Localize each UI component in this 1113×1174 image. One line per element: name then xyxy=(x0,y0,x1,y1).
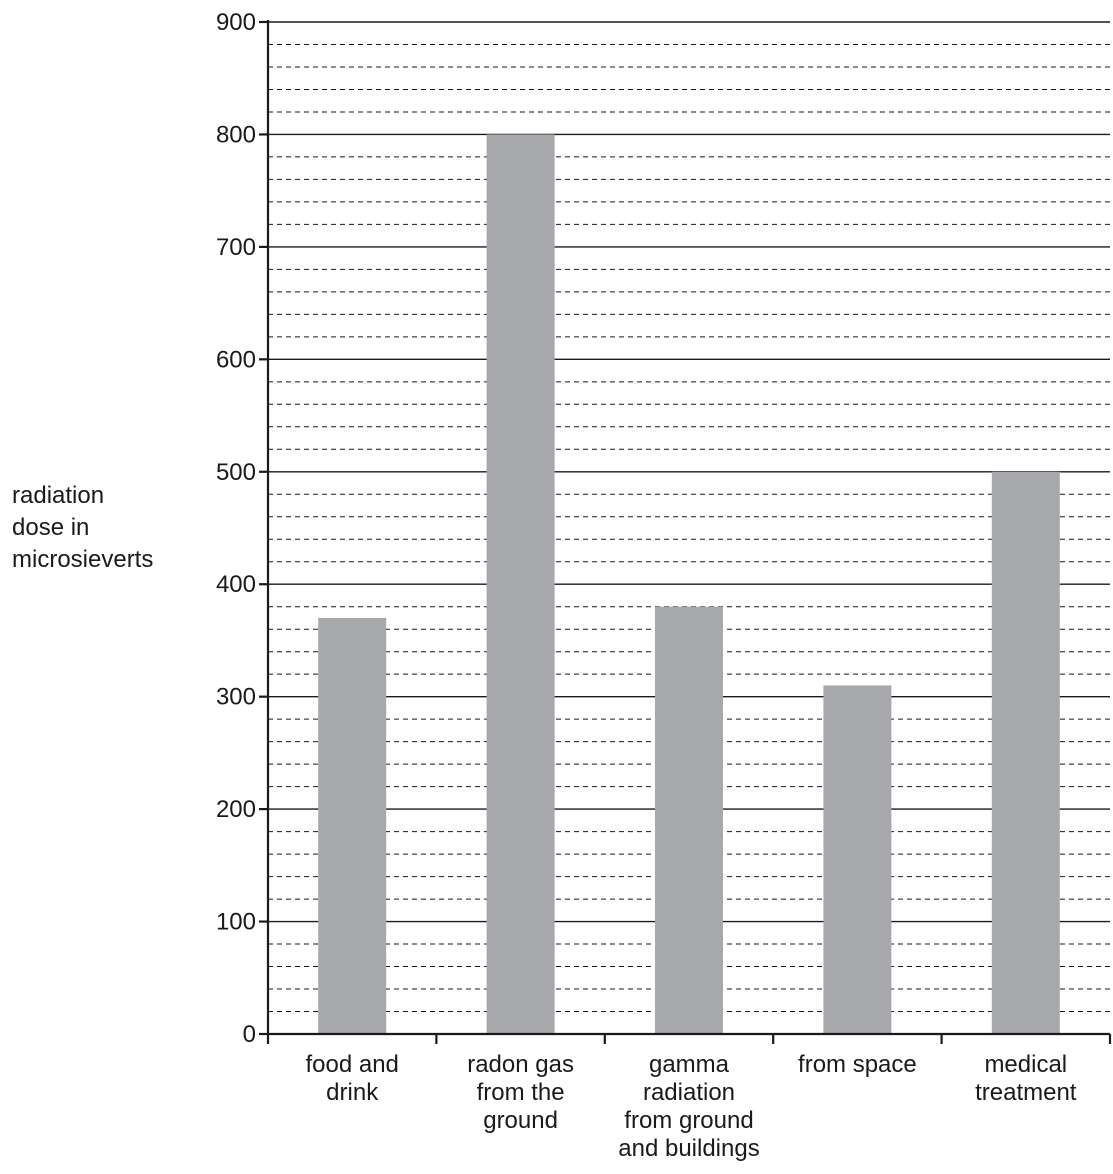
y-tick-label: 600 xyxy=(216,346,256,373)
y-tick-label: 700 xyxy=(216,234,256,261)
y-tick-label: 900 xyxy=(216,9,256,36)
y-tick-label: 100 xyxy=(216,909,256,936)
y-tick-label: 400 xyxy=(216,571,256,598)
bar xyxy=(318,617,387,1034)
y-tick-labels: 0 100 200 300 400 500 600 700 800 900 xyxy=(216,9,256,1048)
y-tick-label: 500 xyxy=(216,459,256,486)
x-category-label: ground xyxy=(483,1107,558,1134)
bar xyxy=(823,685,892,1034)
y-tick-label: 0 xyxy=(243,1021,256,1048)
x-category-label: radiation xyxy=(643,1079,735,1106)
bar xyxy=(991,471,1060,1034)
x-category-label: from the xyxy=(477,1079,565,1106)
grid xyxy=(268,21,1110,1013)
bars xyxy=(318,134,1060,1034)
y-axis-label-line: dose in xyxy=(12,514,89,541)
y-tick-label: 800 xyxy=(216,121,256,148)
x-category-label: treatment xyxy=(975,1079,1077,1106)
x-category-label: from space xyxy=(798,1051,917,1078)
x-category-label: drink xyxy=(326,1079,379,1106)
x-category-label: from ground xyxy=(624,1107,753,1134)
y-axis-label-line: microsieverts xyxy=(12,546,153,573)
bar xyxy=(655,606,723,1034)
y-axis-label: radiation dose in microsieverts xyxy=(12,482,153,573)
bar xyxy=(486,134,555,1034)
x-category-label: food and xyxy=(305,1051,398,1078)
x-category-label: and buildings xyxy=(618,1135,759,1162)
x-category-label: medical xyxy=(984,1051,1067,1078)
y-tick-label: 300 xyxy=(216,684,256,711)
y-tick-label: 200 xyxy=(216,796,256,823)
y-axis-label-line: radiation xyxy=(12,482,104,509)
x-category-label: gamma xyxy=(649,1051,730,1078)
x-category-label: radon gas xyxy=(467,1051,574,1078)
axes xyxy=(259,20,1112,1044)
